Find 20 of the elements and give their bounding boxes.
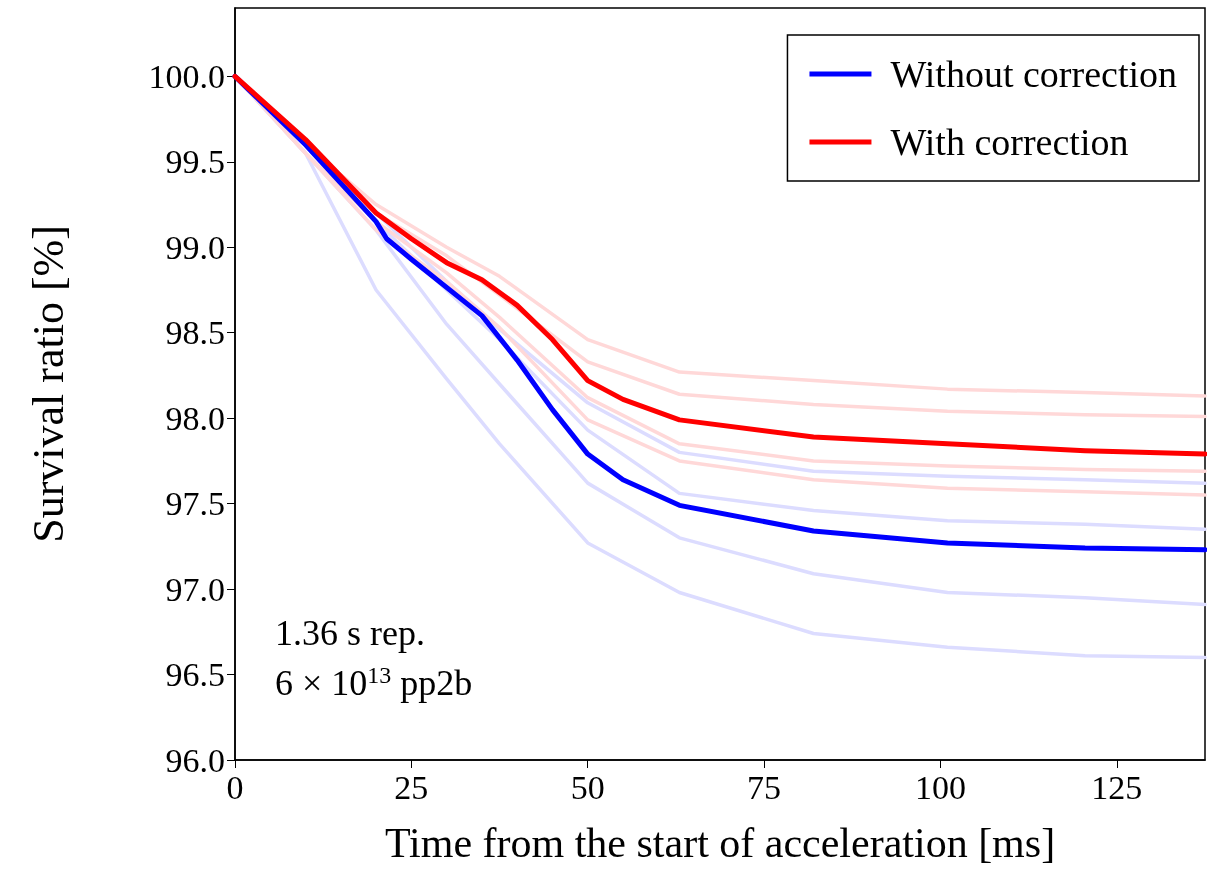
x-tick-label: 50 [570, 768, 605, 806]
x-tick-label: 100 [914, 768, 966, 806]
x-tick-label: 25 [394, 768, 429, 806]
y-tick-label: 96.0 [165, 741, 225, 779]
x-tick-label: 125 [1091, 768, 1143, 806]
x-axis-title: Time from the start of acceleration [ms] [384, 820, 1056, 866]
y-tick-label: 98.0 [165, 399, 225, 437]
y-tick-label: 97.5 [165, 485, 225, 523]
y-axis-title: Survival ratio [%] [23, 225, 73, 543]
legend-label: Without correction [890, 53, 1178, 95]
annotation: 1.36 s rep. [275, 613, 425, 653]
y-tick-label: 97.0 [165, 570, 225, 608]
x-tick-label: 0 [226, 768, 244, 806]
y-tick-label: 96.5 [165, 656, 225, 694]
x-tick-label: 75 [747, 768, 782, 806]
y-tick-label: 98.5 [165, 314, 225, 352]
legend-label: With correction [890, 121, 1129, 163]
y-tick-label: 99.5 [165, 143, 225, 181]
y-tick-label: 100.0 [148, 57, 225, 95]
y-tick-label: 99.0 [165, 228, 225, 266]
